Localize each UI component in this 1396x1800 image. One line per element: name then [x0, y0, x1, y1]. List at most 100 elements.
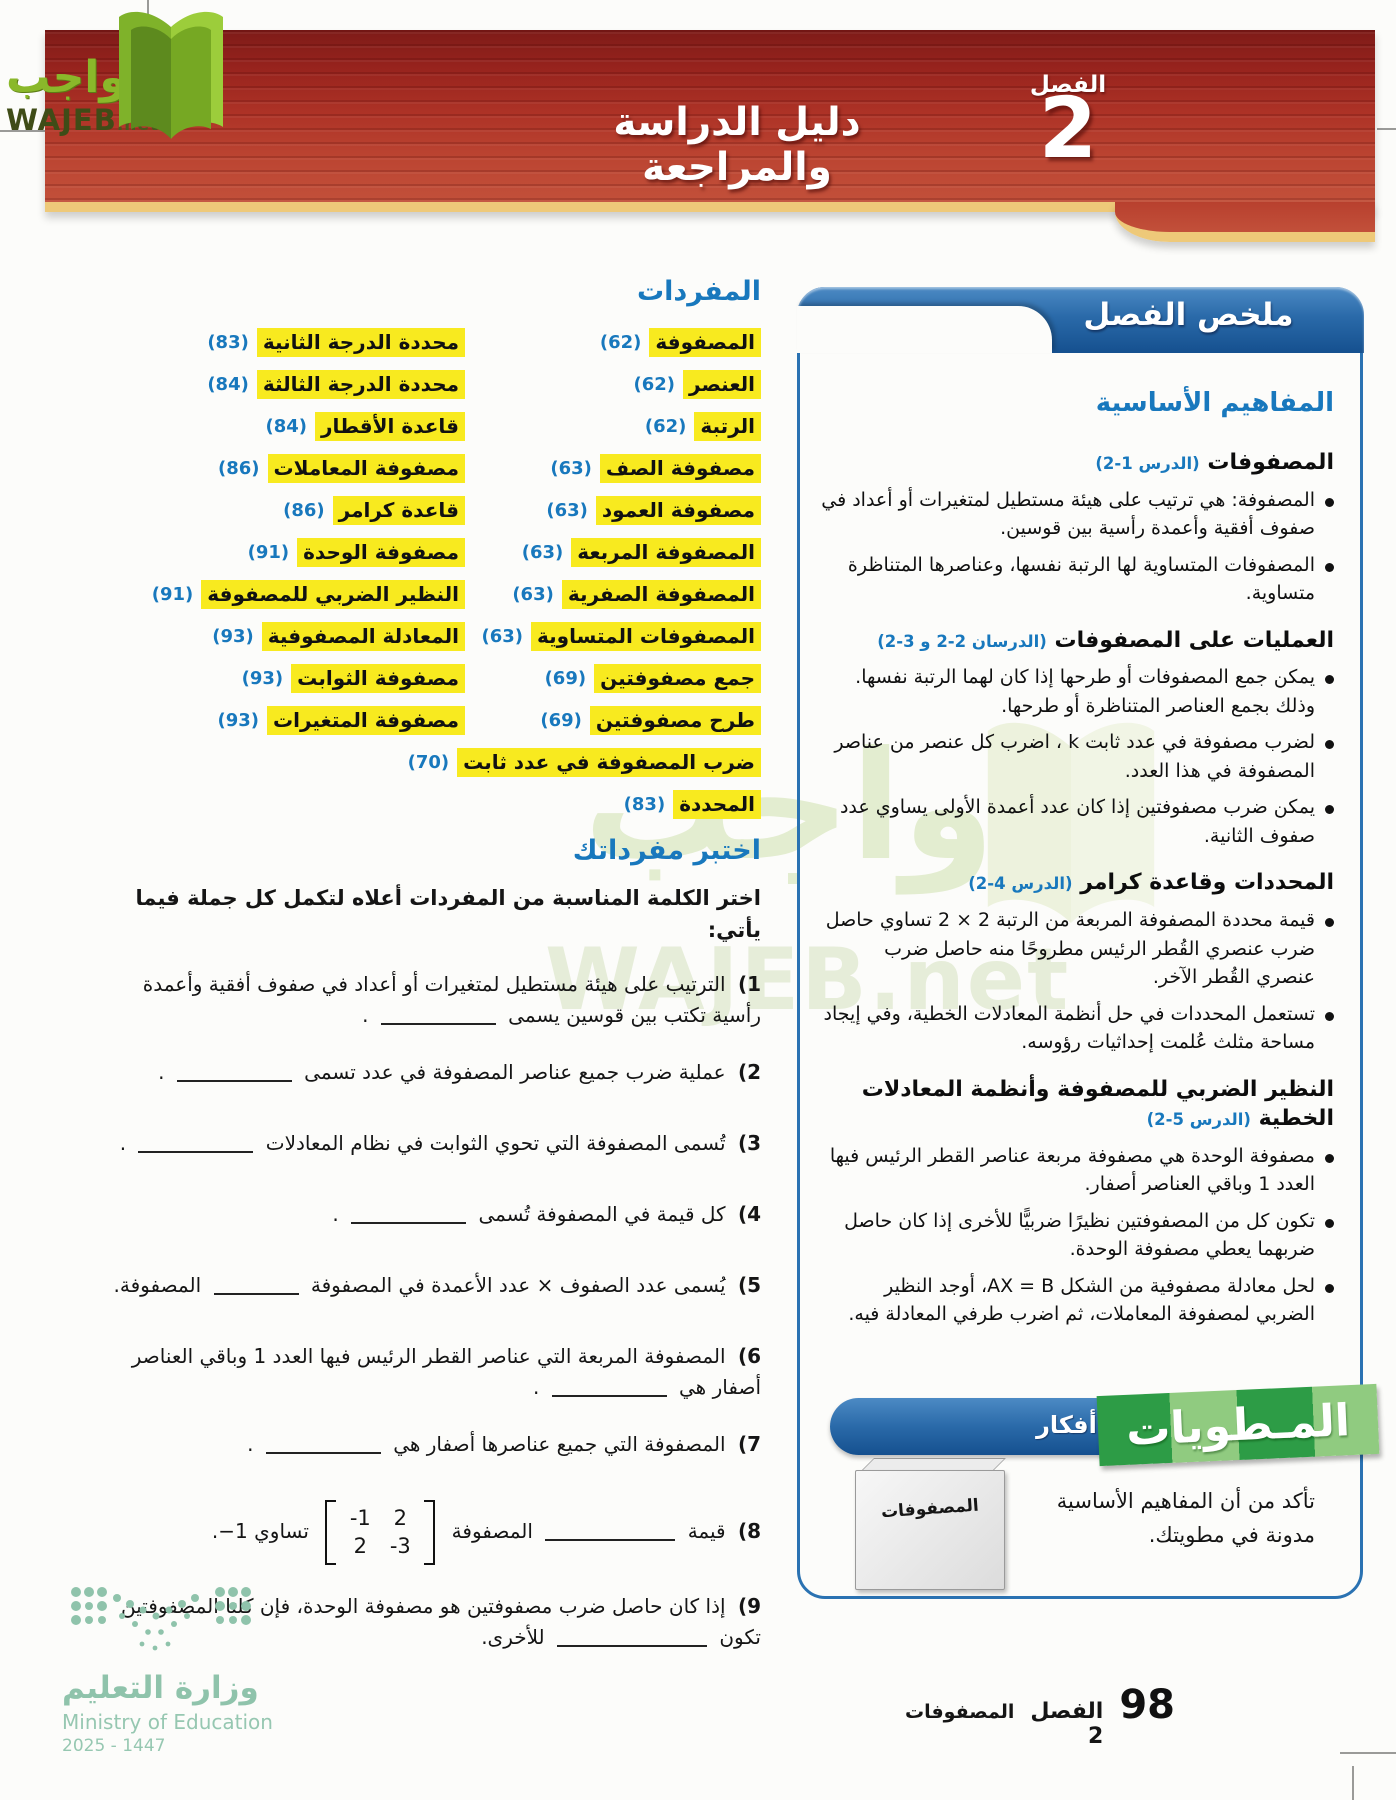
- quiz-item-text: تُسمى المصفوفة التي تحوي الثوابت في نظام…: [265, 1130, 726, 1155]
- vocab-item: مصفوفة الصف (63): [465, 447, 761, 489]
- matrix-determinant-value: −1: [218, 1518, 248, 1543]
- foldables-note: تأكد من أن المفاهيم الأساسية مدونة في مط…: [1056, 1489, 1315, 1547]
- matrix-entries: -1 2 2 -3: [336, 1500, 424, 1565]
- foldable-folder-icon: المصفوفات: [855, 1458, 1006, 1590]
- bullet-text: لضرب مصفوفة في عدد ثابت k ، اضرب كل عنصر…: [834, 731, 1315, 782]
- quiz-item-tail: للأخرى.: [481, 1624, 545, 1649]
- quiz-heading: اختبر مفرداتك: [572, 835, 761, 866]
- summary-section-matrices: المصفوفات (الدرس 1-2) المصفوفة: هي ترتيب…: [820, 448, 1334, 608]
- matrix-entry: 2: [353, 1534, 367, 1559]
- section-title: النظير الضربي للمصفوفة وأنظمة المعادلات …: [861, 1076, 1334, 1132]
- quiz-item-text: تساوي: [254, 1518, 309, 1543]
- sentence-period: .: [211, 1518, 219, 1543]
- vocab-item: ضرب المصفوفة في عدد ثابت (70): [95, 741, 761, 783]
- summary-section-operations: العمليات على المصفوفات (الدرسان 2-2 و 3-…: [820, 626, 1334, 851]
- vocab-page-ref: (69): [540, 709, 582, 731]
- page-footer: 98 الفصل 2 المصفوفات: [905, 1682, 1175, 1749]
- quiz-item-number: 6): [737, 1343, 761, 1368]
- bullet-icon: [1325, 562, 1334, 572]
- vocab-page-ref: (63): [546, 499, 588, 521]
- quiz-item-4: 4) كل قيمة في المصفوفة تُسمى .: [95, 1199, 761, 1230]
- quiz-item-number: 9): [737, 1593, 761, 1618]
- summary-bullet: تستعمل المحددات في حل أنظمة المعادلات ال…: [820, 1000, 1334, 1057]
- bullet-text: تستعمل المحددات في حل أنظمة المعادلات ال…: [823, 1002, 1315, 1054]
- quiz-item-tail: .: [332, 1201, 339, 1226]
- chapter-summary-box: ملخص الفصل المفاهيم الأساسية المصفوفات (…: [796, 286, 1380, 1599]
- vocab-item: المصفوفة الصفرية (63): [465, 573, 761, 615]
- quiz-item-number: 5): [737, 1272, 761, 1297]
- chapter-number: 2: [1038, 79, 1098, 177]
- section-heading: المصفوفات (الدرس 1-2): [820, 448, 1334, 478]
- quiz-item-tail: .: [158, 1059, 165, 1084]
- vocab-page-ref: (84): [207, 373, 249, 395]
- vocab-item: المعادلة المصفوفية (93): [95, 615, 465, 657]
- vocab-page-ref: (83): [623, 793, 666, 815]
- vocab-term: المحددة: [673, 789, 761, 819]
- answer-blank: [351, 1201, 467, 1224]
- chapter-label: الفصل: [1029, 72, 1107, 98]
- vocab-term: مصفوفة العمود: [595, 495, 761, 525]
- vocab-term: طرح مصفوفتين: [589, 705, 761, 735]
- vocab-page-ref: (62): [633, 373, 676, 395]
- vocab-term: ضرب المصفوفة في عدد ثابت: [457, 747, 761, 777]
- bullet-icon: [1325, 497, 1334, 507]
- vocab-term: النظير الضربي للمصفوفة: [201, 579, 465, 609]
- vocab-term: محددة الدرجة الثانية: [256, 327, 465, 357]
- summary-tab-header: ملخص الفصل: [796, 286, 1364, 353]
- lesson-reference: (الدرس 1-2): [1095, 454, 1200, 473]
- vocab-page-ref: (62): [599, 331, 642, 353]
- vocab-term: مصفوفة المتغيرات: [267, 705, 465, 735]
- vocab-item: جمع مصفوفتين (69): [465, 657, 761, 699]
- quiz-item-text: عملية ضرب جميع عناصر المصفوفة في عدد تسم…: [304, 1059, 726, 1084]
- vocab-item: المحددة (83): [95, 783, 761, 825]
- open-book-icon: [119, 11, 223, 140]
- answer-blank: [265, 1431, 381, 1454]
- vocab-item: المصفوفة المربعة (63): [465, 531, 761, 573]
- ministry-year: 2025 - 1447: [62, 1736, 166, 1756]
- lesson-reference: (الدرس 5-2): [1146, 1110, 1251, 1130]
- vocab-item: مصفوفة الوحدة (91): [95, 531, 465, 573]
- vocab-term: مصفوفة الصف: [599, 453, 761, 483]
- vocab-term: مصفوفة المعاملات: [267, 453, 465, 483]
- vocab-item: محددة الدرجة الثالثة (84): [95, 363, 465, 405]
- section-heading: العمليات على المصفوفات (الدرسان 2-2 و 3-…: [820, 626, 1334, 656]
- section-heading: النظير الضربي للمصفوفة وأنظمة المعادلات …: [820, 1075, 1334, 1134]
- vocab-item: محددة الدرجة الثانية (83): [95, 321, 465, 363]
- folder-label: المصفوفات: [880, 1495, 980, 1523]
- section-title: المحددات وقاعدة كرامر: [1080, 870, 1334, 896]
- quiz-item-number: 4): [737, 1201, 761, 1226]
- bullet-icon: [1325, 740, 1334, 750]
- vocab-item: مصفوفة المتغيرات (93): [95, 699, 465, 741]
- vocab-term: المصفوفة: [649, 327, 761, 357]
- summary-bullet: لحل معادلة مصفوفية من الشكل AX = B، أوجد…: [820, 1272, 1334, 1329]
- answer-blank: [138, 1130, 254, 1153]
- bullet-icon: [1325, 1218, 1334, 1228]
- vocab-page-ref: (83): [207, 331, 249, 353]
- key-concepts-heading: المفاهيم الأساسية: [1095, 388, 1334, 418]
- folder-front-cover: المصفوفات: [855, 1470, 1005, 1590]
- quiz-item-7: 7) المصفوفة التي جميع عناصرها أصفار هي .: [95, 1429, 761, 1460]
- vocab-page-ref: (86): [283, 499, 325, 521]
- quiz-item-number: 1): [737, 971, 761, 996]
- vocab-term: المصفوفات المتساوية: [531, 621, 761, 651]
- vocab-term: مصفوفة الثوابت: [291, 663, 465, 693]
- quiz-item-6: 6) المصفوفة المربعة التي عناصر القطر الر…: [95, 1341, 761, 1403]
- vocab-page-ref: (93): [217, 709, 259, 731]
- vocab-page-ref: (91): [151, 583, 194, 605]
- vocab-item: مصفوفة الثوابت (93): [95, 657, 465, 699]
- summary-bullet: تكون كل من المصفوفتين نظيرًا ضربيًّا للأ…: [820, 1207, 1334, 1264]
- footer-chapter-name: المصفوفات: [905, 1701, 1015, 1723]
- vocab-page-ref: (93): [241, 667, 284, 689]
- quiz-item-1: 1) الترتيب على هيئة مستطيل لمتغيرات أو أ…: [95, 969, 761, 1031]
- vocab-item: قاعدة كرامر (86): [95, 489, 465, 531]
- matrix-expression: -1 2 2 -3: [325, 1499, 436, 1565]
- answer-blank: [551, 1374, 667, 1397]
- summary-section-inverse: النظير الضربي للمصفوفة وأنظمة المعادلات …: [820, 1075, 1334, 1329]
- vocab-term: جمع مصفوفتين: [594, 663, 761, 693]
- summary-bullet: يمكن جمع المصفوفات أو طرحها إذا كان لهما…: [820, 663, 1334, 720]
- vocab-page-ref: (70): [407, 751, 450, 773]
- quiz-item-tail: .: [532, 1374, 540, 1399]
- vocab-item: النظير الضربي للمصفوفة (91): [95, 573, 465, 615]
- quiz-item-number: 8): [737, 1518, 761, 1543]
